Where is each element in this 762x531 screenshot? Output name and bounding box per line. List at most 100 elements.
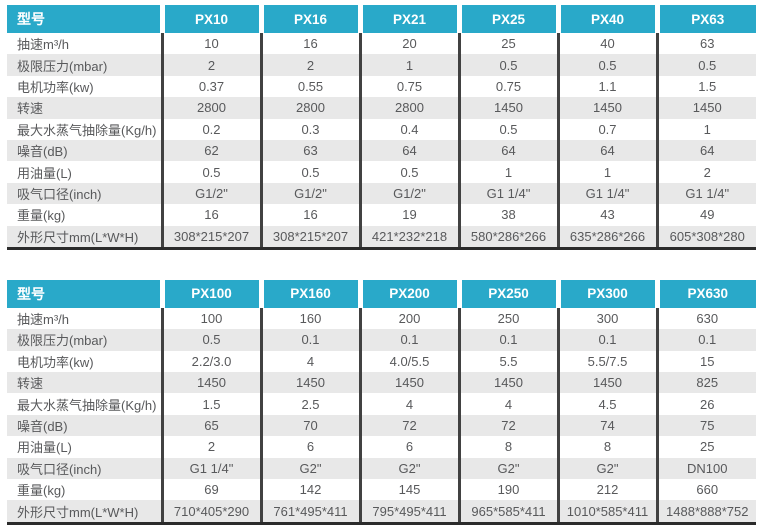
- spec-value-cell: 2: [160, 436, 261, 458]
- row-label: 用油量(L): [7, 436, 162, 458]
- spec-value-cell: 0.55: [259, 75, 360, 98]
- spec-value-cell: 4.0/5.5: [358, 350, 459, 373]
- spec-value-cell: 2: [160, 54, 261, 76]
- row-label: 外形尺寸mm(L*W*H): [7, 500, 162, 525]
- spec-value-cell: 1: [457, 161, 558, 183]
- spec-value-cell: 145: [358, 479, 459, 501]
- spec-value-cell: 1488*888*752: [655, 500, 756, 525]
- spec-value-cell: 75: [655, 414, 756, 437]
- spec-value-cell: 0.5: [457, 54, 558, 76]
- spec-value-cell: 38: [457, 204, 558, 226]
- spec-value-cell: 0.1: [259, 329, 360, 351]
- spec-value-cell: 8: [556, 436, 657, 458]
- header-row: 型号 PX100 PX160 PX200 PX250 PX300 PX630: [7, 279, 756, 308]
- spec-value-cell: 25: [457, 33, 558, 55]
- spec-value-cell: G1/2": [358, 182, 459, 205]
- spec-value-cell: G1 1/4": [556, 182, 657, 205]
- spec-tables-container: 型号 PX10 PX16 PX21 PX25 PX40 PX63 抽速m³/h 10 16 20 25…: [7, 5, 756, 525]
- model-column-header: PX300: [555, 279, 657, 308]
- spec-value-cell: 20: [358, 33, 459, 55]
- spec-value-cell: 630: [655, 307, 756, 330]
- spec-value-cell: 2.5: [259, 393, 360, 415]
- table-row: 用油量(L) 2 6 6 8 8 25: [7, 436, 756, 458]
- spec-value-cell: G1 1/4": [655, 182, 756, 205]
- spec-value-cell: 605*308*280: [655, 225, 756, 250]
- spec-value-cell: 0.5: [556, 54, 657, 76]
- spec-value-cell: 6: [358, 436, 459, 458]
- table-row: 极限压力(mbar) 2 2 1 0.5 0.5 0.5: [7, 54, 756, 76]
- spec-value-cell: 1450: [655, 97, 756, 119]
- spec-value-cell: 6: [259, 436, 360, 458]
- spec-value-cell: 0.75: [457, 75, 558, 98]
- header-row: 型号 PX10 PX16 PX21 PX25 PX40 PX63: [7, 5, 756, 33]
- model-column-header: PX250: [456, 279, 558, 308]
- spec-value-cell: 300: [556, 307, 657, 330]
- spec-value-cell: 63: [259, 139, 360, 162]
- spec-value-cell: 1450: [457, 97, 558, 119]
- spec-value-cell: 825: [655, 372, 756, 394]
- table-row: 转速 2800 2800 2800 1450 1450 1450: [7, 97, 756, 119]
- spec-value-cell: 1.1: [556, 75, 657, 98]
- table-row: 电机功率(kw) 2.2/3.0 4 4.0/5.5 5.5 5.5/7.5 15: [7, 350, 756, 373]
- row-label: 极限压力(mbar): [7, 54, 162, 76]
- table-row: 吸气口径(inch) G1/2" G1/2" G1/2" G1 1/4" G1 1/4" G…: [7, 182, 756, 205]
- spec-value-cell: 0.37: [160, 75, 261, 98]
- model-column-header: PX63: [654, 5, 756, 33]
- spec-value-cell: 0.5: [358, 161, 459, 183]
- spec-value-cell: 1.5: [160, 393, 261, 415]
- row-label: 噪音(dB): [7, 139, 162, 162]
- spec-value-cell: 0.1: [556, 329, 657, 351]
- spec-value-cell: G1 1/4": [457, 182, 558, 205]
- spec-value-cell: 0.5: [655, 54, 756, 76]
- spec-value-cell: 64: [358, 139, 459, 162]
- model-column-header: PX630: [654, 279, 756, 308]
- row-label: 转速: [7, 372, 162, 394]
- row-label: 吸气口径(inch): [7, 457, 162, 480]
- spec-value-cell: 4.5: [556, 393, 657, 415]
- table-row: 噪音(dB) 62 63 64 64 64 64: [7, 139, 756, 162]
- spec-value-cell: 0.4: [358, 118, 459, 140]
- spec-value-cell: 40: [556, 33, 657, 55]
- row-label: 重量(kg): [7, 204, 162, 226]
- model-header-label: 型号: [7, 5, 162, 33]
- spec-table-2: 型号 PX100 PX160 PX200 PX250 PX300 PX630 抽速m³/h 10…: [7, 279, 756, 525]
- spec-value-cell: 2: [259, 54, 360, 76]
- table-row: 最大水蒸气抽除量(Kg/h) 1.5 2.5 4 4 4.5 26: [7, 393, 756, 415]
- spec-value-cell: DN100: [655, 457, 756, 480]
- spec-value-cell: 0.5: [160, 329, 261, 351]
- spec-value-cell: 62: [160, 139, 261, 162]
- spec-value-cell: 200: [358, 307, 459, 330]
- spec-value-cell: 2800: [259, 97, 360, 119]
- spec-value-cell: 0.1: [358, 329, 459, 351]
- spec-value-cell: G1 1/4": [160, 457, 261, 480]
- spec-value-cell: 4: [457, 393, 558, 415]
- spec-value-cell: 710*405*290: [160, 500, 261, 525]
- spec-value-cell: 761*495*411: [259, 500, 360, 525]
- table-row: 电机功率(kw) 0.37 0.55 0.75 0.75 1.1 1.5: [7, 75, 756, 98]
- spec-value-cell: 2800: [160, 97, 261, 119]
- spec-value-cell: 0.75: [358, 75, 459, 98]
- spec-value-cell: 580*286*266: [457, 225, 558, 250]
- model-column-header: PX25: [456, 5, 558, 33]
- row-label: 抽速m³/h: [7, 307, 162, 330]
- row-label: 吸气口径(inch): [7, 182, 162, 205]
- spec-value-cell: 19: [358, 204, 459, 226]
- spec-value-cell: 70: [259, 414, 360, 437]
- table-row: 噪音(dB) 65 70 72 72 74 75: [7, 414, 756, 437]
- spec-value-cell: 0.1: [655, 329, 756, 351]
- spec-value-cell: 69: [160, 479, 261, 501]
- model-column-header: PX100: [159, 279, 261, 308]
- row-label: 电机功率(kw): [7, 75, 162, 98]
- spec-value-cell: 5.5/7.5: [556, 350, 657, 373]
- table-row: 吸气口径(inch) G1 1/4" G2" G2" G2" G2" DN100: [7, 457, 756, 480]
- table-row: 最大水蒸气抽除量(Kg/h) 0.2 0.3 0.4 0.5 0.7 1: [7, 118, 756, 140]
- spec-value-cell: 212: [556, 479, 657, 501]
- spec-value-cell: 0.5: [160, 161, 261, 183]
- spec-value-cell: 0.5: [259, 161, 360, 183]
- model-column-header: PX10: [159, 5, 261, 33]
- spec-value-cell: 1010*585*411: [556, 500, 657, 525]
- spec-value-cell: 1450: [556, 97, 657, 119]
- spec-value-cell: 1450: [259, 372, 360, 394]
- row-label: 外形尺寸mm(L*W*H): [7, 225, 162, 250]
